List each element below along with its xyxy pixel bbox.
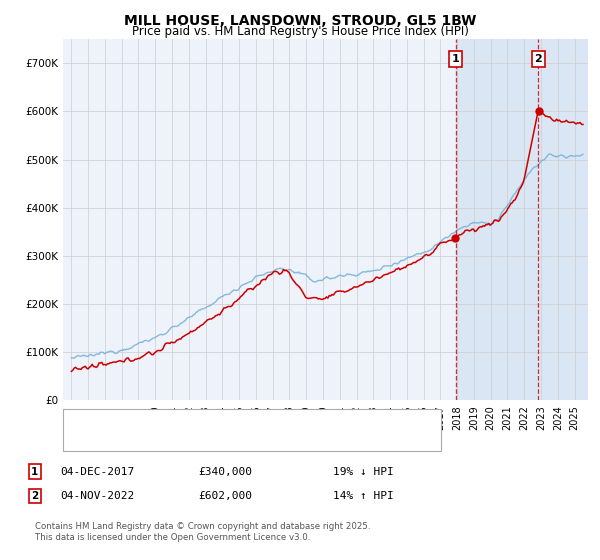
Text: HPI: Average price, detached house, Stroud: HPI: Average price, detached house, Stro… (102, 434, 319, 444)
Text: Price paid vs. HM Land Registry's House Price Index (HPI): Price paid vs. HM Land Registry's House … (131, 25, 469, 38)
Text: Contains HM Land Registry data © Crown copyright and database right 2025.
This d: Contains HM Land Registry data © Crown c… (35, 522, 370, 542)
Text: 1: 1 (452, 54, 460, 64)
Text: 04-DEC-2017: 04-DEC-2017 (60, 466, 134, 477)
Text: 2: 2 (535, 54, 542, 64)
Text: ─────: ───── (69, 434, 103, 444)
Text: MILL HOUSE, LANSDOWN, STROUD, GL5 1BW (detached house): MILL HOUSE, LANSDOWN, STROUD, GL5 1BW (d… (102, 416, 419, 426)
Text: ─────: ───── (69, 416, 103, 426)
Text: £602,000: £602,000 (198, 491, 252, 501)
Text: 1: 1 (31, 466, 38, 477)
Text: 14% ↑ HPI: 14% ↑ HPI (333, 491, 394, 501)
Text: £340,000: £340,000 (198, 466, 252, 477)
Bar (456, 39, 588, 400)
Text: MILL HOUSE, LANSDOWN, STROUD, GL5 1BW: MILL HOUSE, LANSDOWN, STROUD, GL5 1BW (124, 14, 476, 28)
Text: 04-NOV-2022: 04-NOV-2022 (60, 491, 134, 501)
Text: 19% ↓ HPI: 19% ↓ HPI (333, 466, 394, 477)
Text: 2: 2 (31, 491, 38, 501)
